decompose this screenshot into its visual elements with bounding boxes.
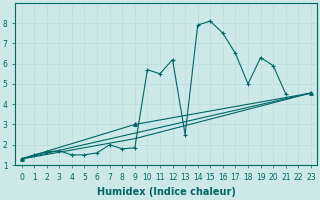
X-axis label: Humidex (Indice chaleur): Humidex (Indice chaleur) xyxy=(97,187,236,197)
